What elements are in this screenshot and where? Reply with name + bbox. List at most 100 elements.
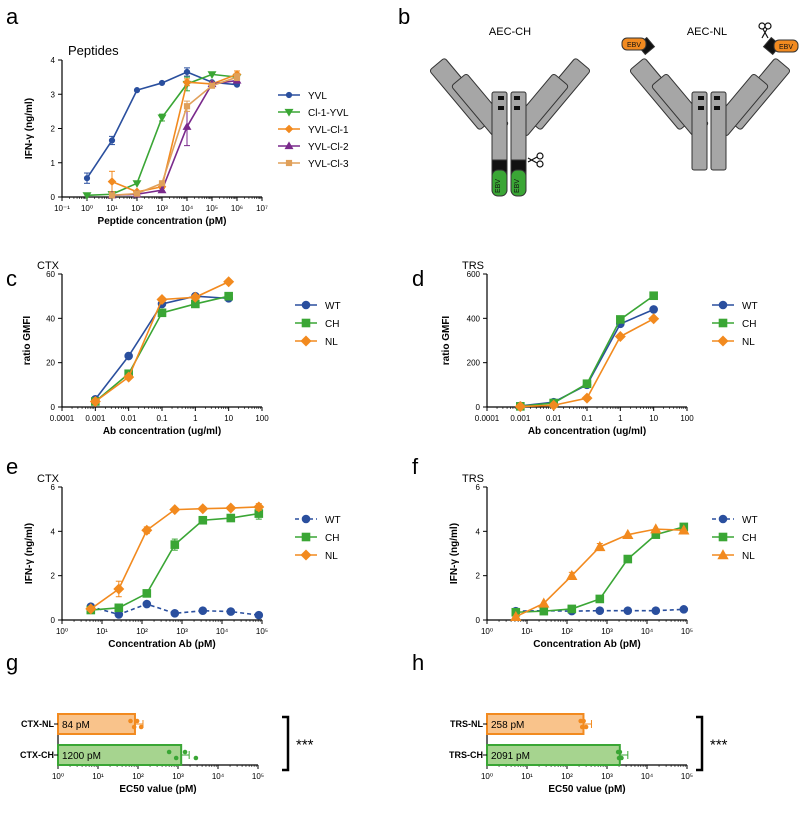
data-point	[157, 114, 167, 123]
data-point	[679, 605, 689, 614]
data-point	[113, 583, 125, 595]
value-label: 1200 pM	[62, 751, 101, 762]
ebv-tag-nl-2: EBV	[779, 44, 793, 51]
x-tick-label: 10⁰	[81, 204, 93, 213]
y-axis-label: IFN-γ (ng/ml)	[24, 98, 35, 159]
y-axis-label: ratio GMFI	[22, 316, 33, 366]
x-tick-label: 10³	[172, 772, 184, 781]
data-point	[142, 599, 152, 609]
x-tick-label: 10²	[561, 627, 573, 636]
x-tick-label: 10	[649, 414, 658, 423]
value-label: 84 pM	[62, 720, 90, 731]
replicate-point	[134, 718, 140, 724]
x-tick-label: 10⁴	[641, 772, 654, 781]
x-tick-label: 10⁵	[256, 627, 268, 636]
data-point	[83, 175, 91, 182]
replicate-point	[138, 724, 144, 730]
legend-label: CH	[325, 533, 339, 544]
scissors-icon	[758, 22, 772, 39]
data-point	[157, 308, 167, 318]
replicate-point	[173, 755, 179, 761]
data-point	[253, 501, 265, 513]
legend-label: WT	[325, 515, 341, 526]
chart-title: CTX	[37, 473, 60, 485]
data-point	[622, 528, 634, 539]
x-tick-label: 10²	[131, 204, 143, 213]
data-point	[156, 293, 168, 305]
y-tick-label: 4	[476, 527, 481, 536]
legend-label: WT	[742, 301, 758, 312]
x-tick-label: 0.01	[546, 414, 562, 423]
x-tick-label: 10¹	[521, 772, 533, 781]
data-point	[548, 399, 560, 411]
panel-label-g: g	[6, 650, 18, 675]
data-point	[198, 606, 208, 615]
x-tick-label: 100	[680, 414, 694, 423]
charts-layer: 10⁻¹ 10⁰ 10¹ 10² 10³ 10⁴ 10⁵ 10⁶ 10⁷ Peptide conc…	[20, 43, 758, 795]
data-point	[142, 589, 152, 598]
x-axis-label: Concentration Ab (pM)	[533, 639, 640, 650]
series-line-wt	[520, 308, 654, 407]
replicate-point	[579, 724, 585, 730]
y-tick-label: 0	[51, 616, 56, 625]
legend-marker	[717, 549, 729, 560]
x-tick-label: 10³	[601, 627, 613, 636]
legend-label: YVL-Cl-1	[308, 125, 349, 136]
data-point	[170, 540, 180, 549]
y-tick-label: 0	[476, 403, 481, 412]
x-tick-label: 10⁰	[481, 772, 493, 781]
x-tick-label: 0.001	[85, 414, 106, 423]
y-axis-label: ratio GMFI	[441, 316, 452, 366]
value-label: 2091 pM	[491, 751, 530, 762]
legend-label: YVL	[308, 91, 327, 102]
legend-label: NL	[325, 337, 338, 348]
y-tick-label: 4	[51, 56, 56, 65]
y-tick-label: 6	[476, 483, 481, 492]
legend-marker	[717, 335, 729, 347]
antibody-schematic: AEC-CH AEC-NL EBV EBV	[429, 22, 799, 197]
x-tick-label: 0.0001	[475, 414, 500, 423]
replicate-point	[581, 718, 586, 724]
data-point	[223, 276, 235, 288]
schematic-title-nl: AEC-NL	[687, 26, 727, 38]
x-tick-label: 10⁰	[56, 627, 68, 636]
legend-marker	[718, 532, 728, 542]
data-point	[224, 291, 233, 301]
significance-bracket	[696, 715, 704, 772]
category-label: TRS-CH	[449, 750, 483, 760]
data-point	[226, 513, 236, 523]
series-line-yvl-cl-3	[111, 76, 238, 197]
data-point	[198, 515, 208, 525]
data-point	[189, 291, 201, 303]
category-label: CTX-NL	[21, 719, 54, 729]
x-tick-label: 1	[193, 414, 198, 423]
y-tick-label: 4	[51, 527, 56, 536]
y-tick-label: 20	[46, 359, 55, 368]
y-tick-label: 60	[46, 270, 55, 279]
data-point	[594, 541, 606, 552]
data-point	[581, 392, 593, 404]
data-point	[133, 87, 141, 94]
data-point	[225, 502, 237, 514]
data-point	[614, 331, 626, 343]
x-tick-label: 10³	[176, 627, 188, 636]
legend-marker	[718, 514, 728, 524]
data-point	[510, 610, 522, 621]
x-tick-label: 10⁰	[52, 772, 64, 781]
data-point	[183, 103, 191, 110]
legend-marker	[284, 141, 294, 150]
x-tick-label: 10⁵	[206, 204, 218, 213]
data-point	[616, 315, 625, 324]
chart-f: 10⁰ 10¹ 10² 10³ 10⁴ 10⁵ Concentration Ab (pM) 0…	[449, 473, 758, 650]
data-point	[233, 74, 241, 81]
data-point	[595, 606, 605, 615]
data-point	[539, 606, 549, 616]
x-tick-label: 10³	[601, 772, 613, 781]
x-tick-label: 10⁴	[181, 204, 194, 213]
data-point	[567, 604, 577, 614]
data-point	[649, 291, 658, 301]
chart-title: TRS	[462, 473, 484, 485]
legend-label: Cl-1-YVL	[308, 108, 349, 119]
significance-bracket	[282, 715, 290, 772]
